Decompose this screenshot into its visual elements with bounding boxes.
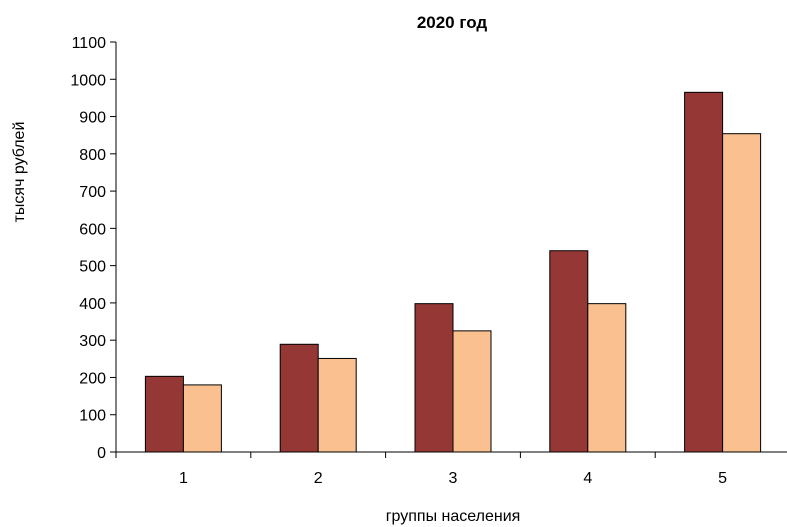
- y-tick-label: 900: [79, 110, 106, 127]
- y-tick-label: 0: [97, 445, 106, 462]
- x-tick-label: 4: [583, 470, 592, 487]
- x-tick-label: 5: [718, 470, 727, 487]
- y-tick-label: 200: [79, 370, 106, 387]
- chart-title: 2020 год: [417, 13, 488, 32]
- bar-series-2-group-4: [587, 303, 627, 453]
- bar-series-2-group-5: [722, 133, 762, 453]
- bar-series-1-group-2: [279, 343, 319, 453]
- y-tick-label: 600: [79, 221, 106, 238]
- bar-series-1-group-5: [684, 91, 724, 453]
- x-axis-title: группы населения: [386, 508, 521, 525]
- y-tick-label: 1100: [72, 35, 107, 52]
- y-tick-label: 800: [79, 147, 106, 164]
- y-tick-label: 700: [79, 184, 106, 201]
- y-tick-label: 100: [79, 408, 106, 425]
- bars-group: [144, 91, 762, 453]
- bar-series-1-group-3: [414, 303, 454, 453]
- x-tick-label: 1: [179, 470, 188, 487]
- x-tick-label: 3: [449, 470, 458, 487]
- bar-series-1-group-4: [549, 250, 589, 453]
- axes: [115, 42, 787, 453]
- y-tick-label: 300: [79, 333, 106, 350]
- y-axis-title: тысяч рублей: [11, 122, 28, 223]
- bar-series-1-group-1: [144, 375, 184, 453]
- y-tick-label: 400: [79, 296, 106, 313]
- bar-series-2-group-2: [317, 357, 357, 453]
- x-tick-label: 2: [314, 470, 323, 487]
- bar-series-2-group-1: [182, 384, 222, 453]
- y-tick-label: 500: [79, 259, 106, 276]
- y-tick-label: 1000: [70, 72, 106, 89]
- bar-series-2-group-3: [452, 330, 492, 453]
- y-axis-ticks: 0 100 200 300 400 500 600 700 800 900 1000 1100: [70, 35, 116, 462]
- x-axis-ticks: 1 2 3 4 5: [115, 452, 727, 487]
